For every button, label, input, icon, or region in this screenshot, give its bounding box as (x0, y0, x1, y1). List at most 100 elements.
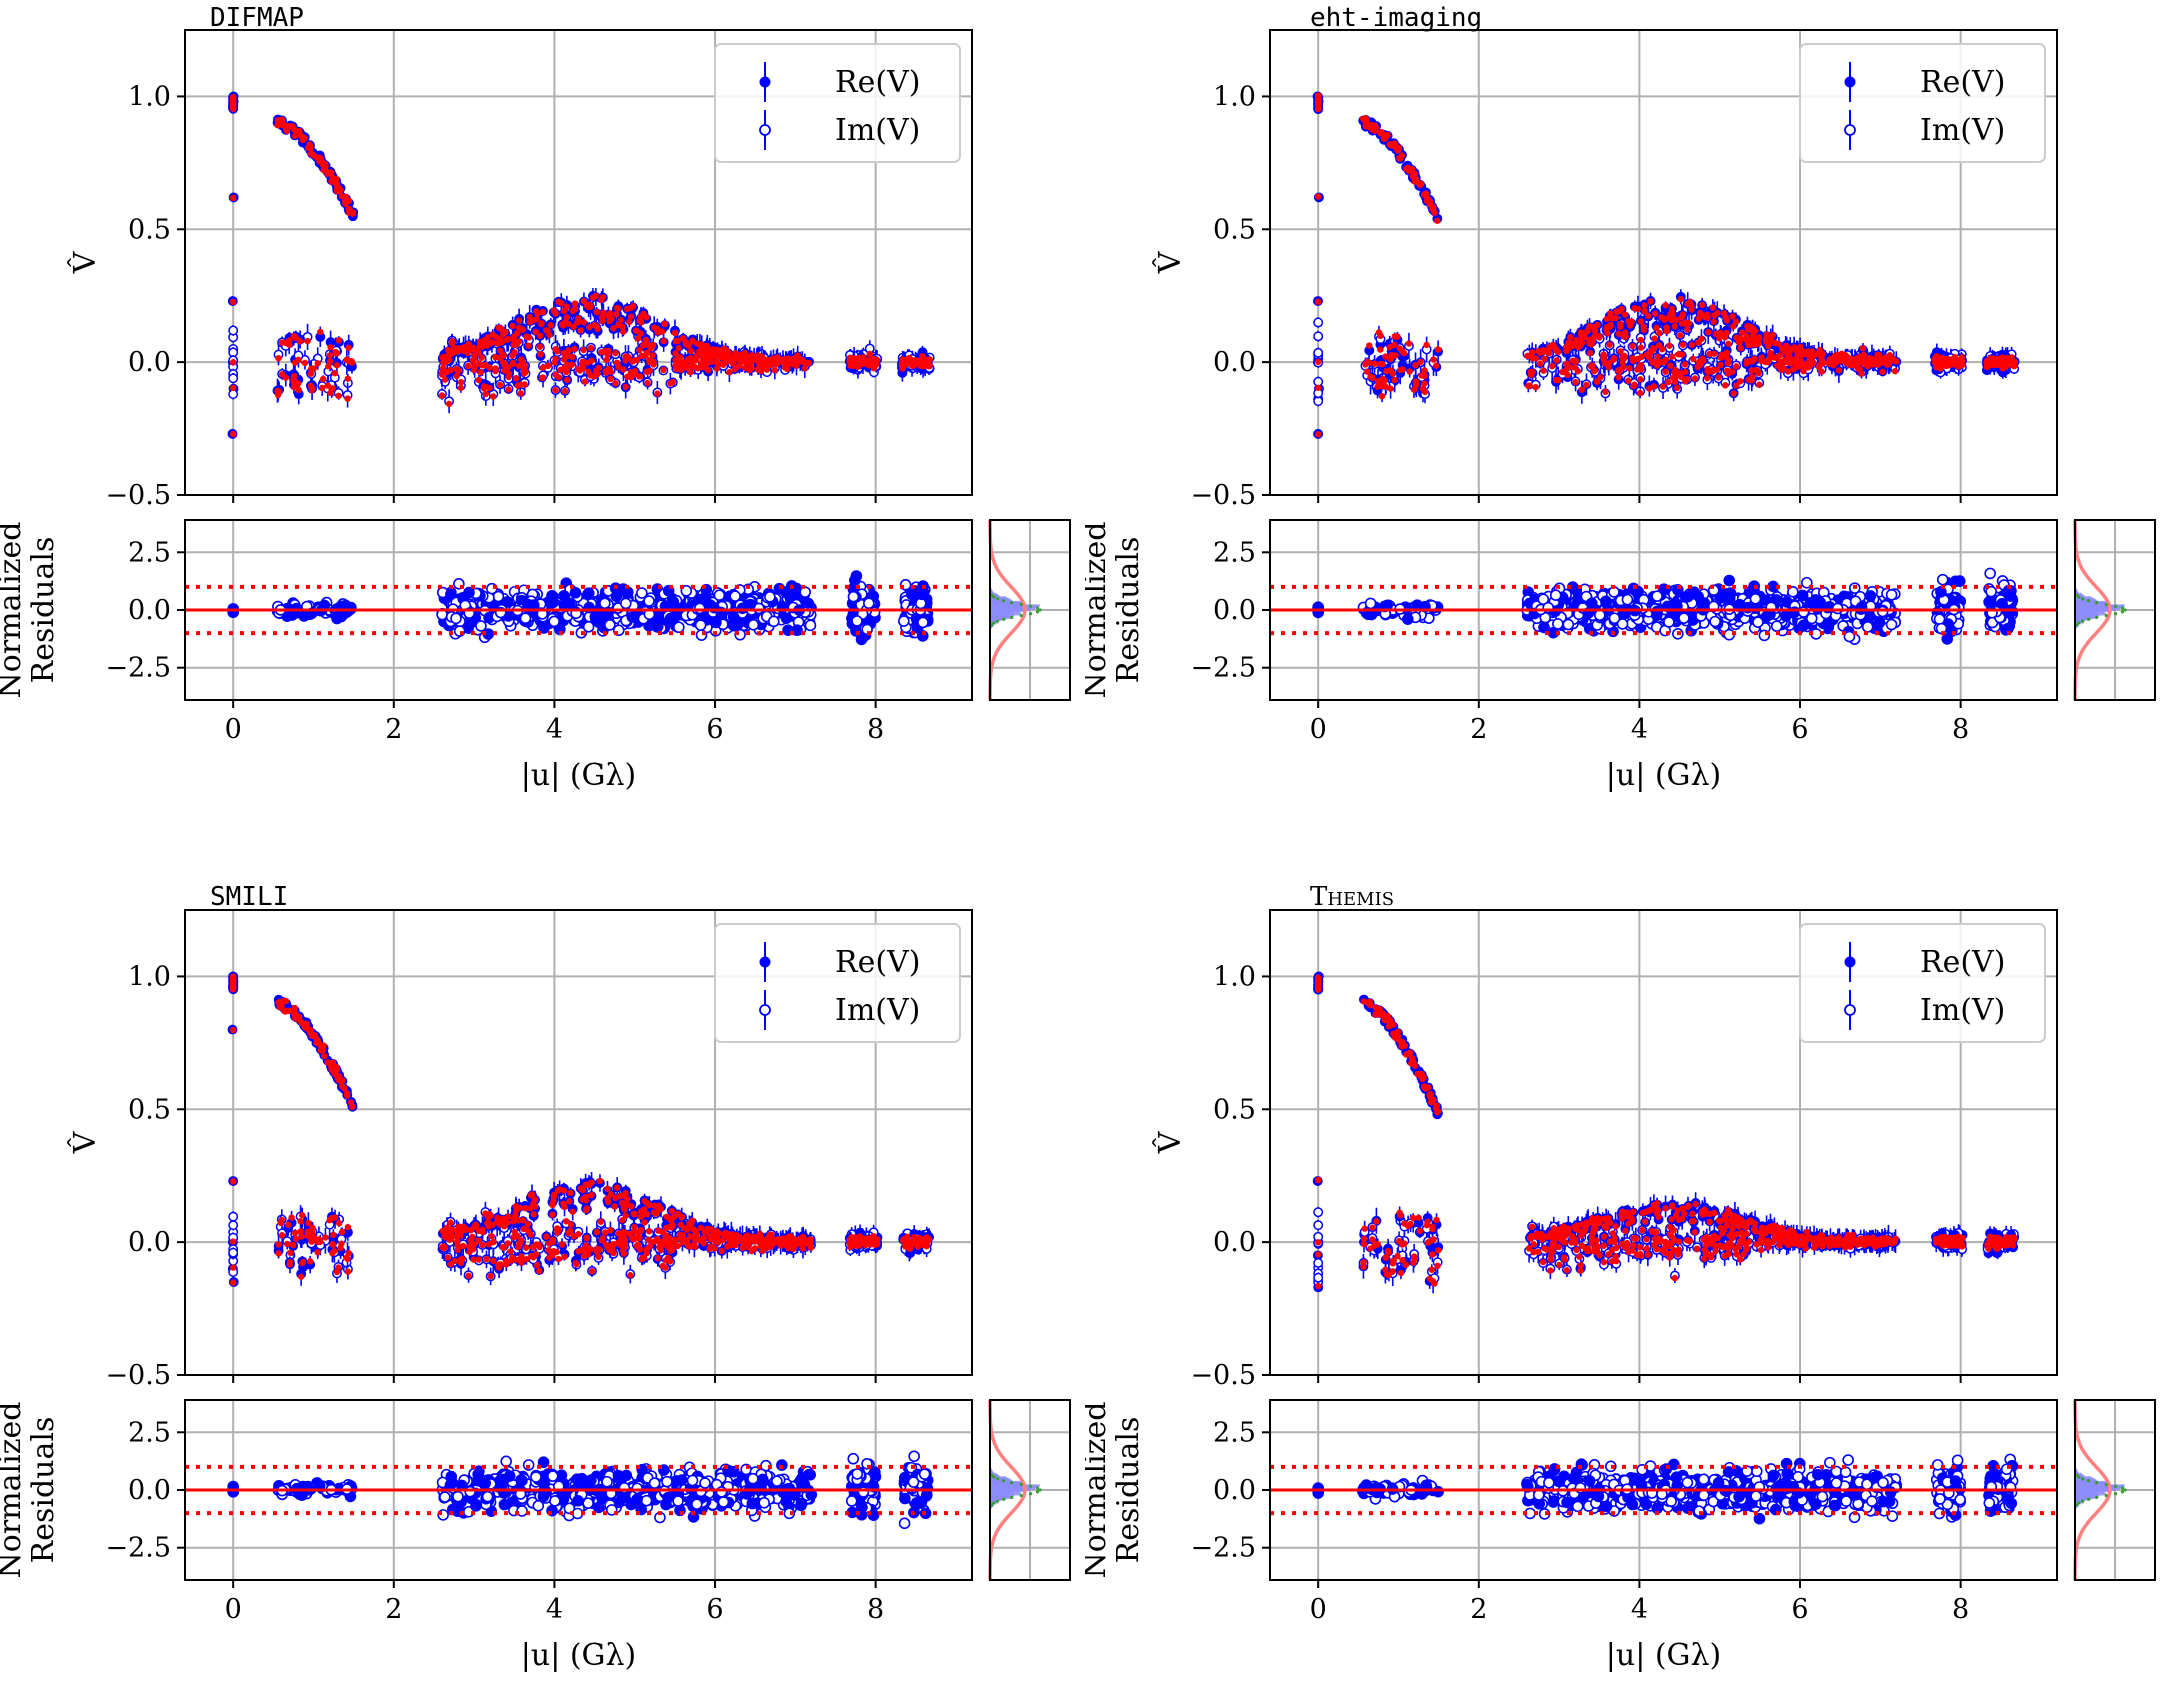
residual-y-tick-label: 2.5 (128, 537, 171, 568)
y-axis-label: V̂ (68, 250, 103, 274)
model-point (453, 366, 459, 372)
legend-re-marker (760, 77, 770, 87)
model-point (605, 312, 611, 318)
model-point (797, 358, 803, 364)
model-point (449, 340, 455, 346)
model-point (465, 341, 471, 347)
model-point (446, 401, 452, 407)
model-point (561, 350, 567, 356)
model-point (724, 355, 730, 361)
model-point (686, 343, 692, 349)
model-point (458, 379, 464, 385)
model-point (497, 336, 503, 342)
re-residual (627, 612, 637, 622)
model-point (283, 123, 289, 129)
model-point (628, 313, 634, 319)
model-point (745, 356, 751, 362)
re-residual (666, 613, 676, 623)
re-residual (583, 589, 593, 599)
model-point (644, 380, 650, 386)
model-point (698, 364, 704, 370)
model-point (605, 366, 611, 372)
model-point (497, 382, 503, 388)
model-point (545, 363, 551, 369)
model-point (761, 356, 767, 362)
im-residual (476, 621, 486, 631)
model-point (562, 388, 568, 394)
legend-im-label: Im(V) (835, 113, 920, 148)
im-point (229, 374, 237, 382)
model-point (309, 386, 315, 392)
im-point (229, 390, 237, 398)
model-point (479, 354, 485, 360)
model-point (709, 352, 715, 358)
model-point (687, 369, 693, 375)
model-point (490, 331, 496, 337)
model-point (540, 309, 546, 315)
legend: Re(V)Im(V) (715, 44, 960, 162)
model-point (572, 300, 578, 306)
model-point (867, 351, 873, 357)
histogram-marker (1029, 605, 1032, 608)
model-point (332, 370, 338, 376)
model-point (333, 350, 339, 356)
model-point (612, 380, 618, 386)
model-point (726, 369, 732, 375)
model-point (275, 355, 281, 361)
model-point (441, 354, 447, 360)
model-point (603, 357, 609, 363)
x-tick-label: 8 (867, 714, 884, 745)
im-residual (918, 617, 928, 627)
im-residual (696, 620, 706, 630)
model-point (667, 380, 673, 386)
model-point (302, 360, 308, 366)
model-point (575, 315, 581, 321)
re-residual (464, 588, 474, 598)
model-point (867, 358, 873, 364)
re-residual (781, 613, 791, 623)
model-point (476, 360, 482, 366)
model-point (850, 360, 856, 366)
x-tick-label: 4 (546, 714, 563, 745)
model-point (926, 362, 932, 368)
model-point (486, 385, 492, 391)
model-point (747, 367, 753, 373)
histogram-marker (1020, 603, 1023, 606)
model-point (911, 360, 917, 366)
model-point (336, 337, 342, 343)
im-point (1314, 332, 1322, 340)
model-point (516, 363, 522, 369)
model-point (790, 355, 796, 361)
model-point (230, 96, 236, 102)
model-point (533, 316, 539, 322)
im-residual (451, 613, 461, 623)
model-point (337, 187, 343, 193)
model-point (465, 363, 471, 369)
model-point (487, 364, 493, 370)
model-point (586, 324, 592, 330)
model-point (327, 358, 333, 364)
model-point (651, 324, 657, 330)
residual-y-tick-label: −2.5 (105, 653, 171, 684)
model-point (295, 357, 301, 363)
im-residual (852, 616, 862, 626)
model-point (599, 314, 605, 320)
model-point (672, 330, 678, 336)
model-point (308, 366, 314, 372)
model-point (638, 353, 644, 359)
model-point (594, 309, 600, 315)
model-point (633, 327, 639, 333)
model-point (490, 393, 496, 399)
model-point (345, 375, 351, 381)
im-residual (730, 591, 740, 601)
model-point (516, 338, 522, 344)
re-residual (668, 597, 678, 607)
model-point (677, 366, 683, 372)
y-tick-label: 1.0 (128, 81, 171, 112)
model-point (772, 367, 778, 373)
model-point (644, 369, 650, 375)
